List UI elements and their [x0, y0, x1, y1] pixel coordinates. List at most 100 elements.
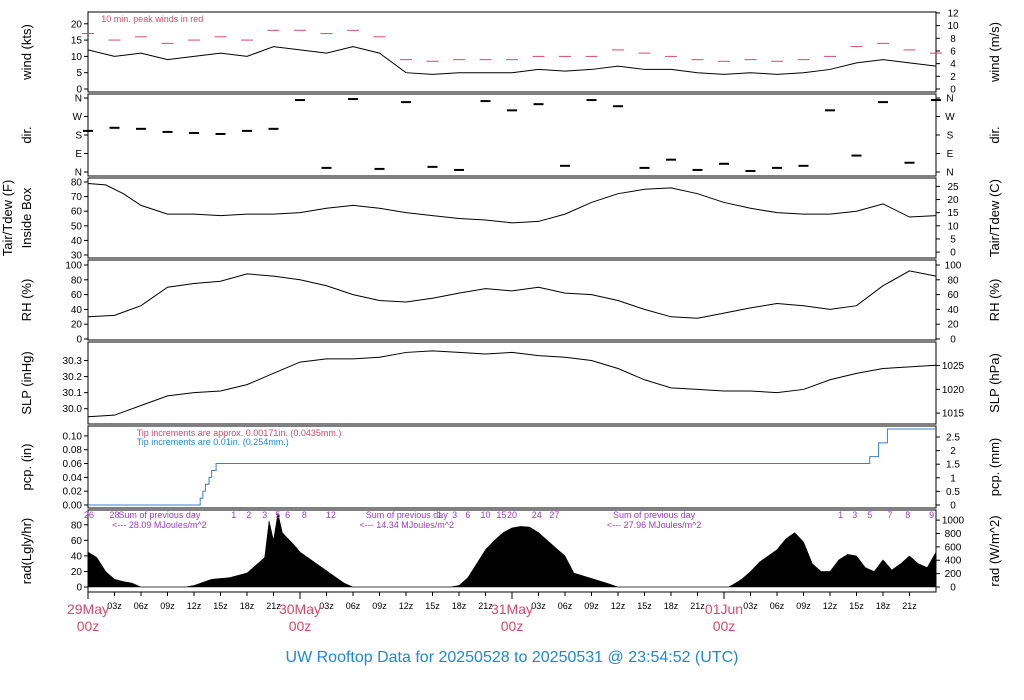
rad-right-tick-label: 800 — [945, 529, 962, 540]
wind-right-axis-label: wind (m/s) — [987, 22, 1002, 83]
rad-right-tick-label: 0 — [950, 583, 956, 594]
time-tick-label: 18z — [876, 601, 891, 611]
rh-frame — [87, 259, 937, 341]
wind-frame — [87, 11, 937, 93]
wind-annotation: 10 min. peak winds in red — [101, 14, 203, 24]
day-tick-label: 01Jun — [705, 601, 743, 617]
pcp-left-tick-label: 0.04 — [63, 473, 83, 484]
wind-left-tick-label: 15 — [71, 36, 83, 47]
rad-tip-count: 5 — [867, 510, 872, 520]
time-tick-label: 18z — [664, 601, 679, 611]
rh-left-tick-label: 0 — [76, 335, 82, 346]
rad-tip-count: 8 — [905, 510, 910, 520]
slp-right-tick-label: 1020 — [942, 385, 965, 396]
slp-right-axis-label: SLP (hPa) — [987, 353, 1002, 413]
rad-right-axis-label: rad (W/m^2) — [987, 515, 1002, 586]
temperature-right-tick-label: 5 — [950, 234, 956, 245]
rad-daily-sum-caption: Sum of previous day — [613, 510, 696, 520]
rh-left-tick-label: 60 — [71, 290, 83, 301]
pcp-annotation-new: Tip increments are 0.01in. (0.254mm.) — [137, 437, 289, 447]
rad-tip-count: 1 — [838, 510, 843, 520]
rh-right-tick-label: 40 — [947, 305, 959, 316]
pcp-line — [88, 428, 936, 506]
rad-right-tick-label: 200 — [945, 569, 962, 580]
rad-left-tick-label: 20 — [71, 567, 83, 578]
rad-tip-count: 28 — [109, 510, 119, 520]
dir-left-tick-label: N — [75, 168, 82, 179]
time-tick-label: 15z — [849, 601, 864, 611]
day-tick-label: 30May — [279, 601, 321, 617]
dir-left-tick-label: W — [73, 112, 83, 123]
rad-tip-count: 3 — [452, 510, 457, 520]
day-tick-label: 31May — [491, 601, 533, 617]
rad-tip-count: 20 — [507, 510, 517, 520]
rh-left-axis-label: RH (%) — [19, 279, 34, 322]
rad-left-tick-label: 80 — [71, 520, 83, 531]
rh-right-axis-label: RH (%) — [987, 279, 1002, 322]
rh-right-tick-label: 0 — [950, 335, 956, 346]
pcp-right-tick-label: 0.5 — [946, 487, 960, 498]
rad-left-tick-label: 40 — [71, 551, 83, 562]
dir-right-tick-label: S — [947, 131, 954, 142]
rh-left-tick-label: 20 — [71, 320, 83, 331]
slp-frame — [87, 341, 937, 425]
dir-right-tick-label: N — [946, 94, 953, 105]
wind-right-tick-label: 6 — [950, 46, 956, 57]
pcp-right-tick-label: 0 — [950, 501, 956, 512]
rh-right-tick-label: 100 — [945, 261, 962, 272]
rad-tip-count: 9 — [929, 510, 934, 520]
time-tick-label: 09z — [584, 601, 599, 611]
dir-right-tick-label: W — [945, 112, 955, 123]
rad-right-tick-label: 600 — [945, 542, 962, 553]
rad-left-tick-label: 0 — [76, 583, 82, 594]
time-tick-label: 12z — [611, 601, 626, 611]
slp-right-tick-label: 1025 — [942, 361, 965, 372]
time-tick-label: 03z — [107, 601, 122, 611]
day-tick-label: 29May — [67, 601, 109, 617]
wind-right-tick-label: 8 — [950, 34, 956, 45]
time-tick-label: 21z — [690, 601, 705, 611]
dir-left-tick-label: N — [75, 94, 82, 105]
day-tick-hour-label: 00z — [289, 618, 312, 634]
rad-tip-count: 7 — [888, 510, 893, 520]
pcp-left-tick-label: 0.00 — [63, 501, 83, 512]
time-tick-label: 18z — [240, 601, 255, 611]
wind-left-axis-label: wind (kts) — [19, 24, 34, 81]
time-tick-label: 06z — [134, 601, 149, 611]
pcp-annotation-old: Tip increments are approx. 0.00171in. (0… — [137, 428, 342, 438]
time-tick-label: 15z — [425, 601, 440, 611]
rad-tip-count: 2 — [246, 510, 251, 520]
wind-right-tick-label: 4 — [950, 59, 956, 70]
temperature-line — [87, 182, 937, 224]
rad-area — [87, 513, 937, 588]
slp-right-tick-label: 1015 — [942, 409, 965, 420]
rh-left-tick-label: 100 — [65, 261, 82, 272]
rh-left-tick-label: 40 — [71, 305, 83, 316]
dir-right-tick-label: E — [947, 149, 954, 160]
wind-left-tick-label: 5 — [76, 68, 82, 79]
pcp-right-axis-label: pcp. (mm) — [987, 438, 1002, 497]
pcp-left-tick-label: 0.10 — [63, 431, 83, 442]
rad-tip-count: 3 — [852, 510, 857, 520]
rad-tip-count: 15 — [496, 510, 506, 520]
rad-daily-sum-caption: Sum of previous day — [366, 510, 449, 520]
rad-tip-count: 8 — [302, 510, 307, 520]
temperature-left-tick-label: 80 — [71, 178, 83, 189]
rh-left-tick-label: 80 — [71, 275, 83, 286]
time-tick-label: 21z — [266, 601, 281, 611]
rad-right-tick-label: 400 — [945, 556, 962, 567]
rh-right-tick-label: 60 — [947, 290, 959, 301]
pcp-left-tick-label: 0.08 — [63, 445, 83, 456]
rh-right-tick-label: 20 — [947, 320, 959, 331]
time-tick-label: 18z — [452, 601, 467, 611]
pcp-right-tick-label: 1.5 — [946, 460, 960, 471]
pcp-left-axis-label: pcp. (in) — [19, 444, 34, 491]
slp-left-axis-label: SLP (inHg) — [19, 351, 34, 414]
rad-tip-count: 1 — [231, 510, 236, 520]
wind-right-tick-label: 12 — [947, 8, 959, 19]
rad-tip-count: 27 — [549, 510, 559, 520]
rad-daily-sum-value: <--- 14.34 MJoules/m^2 — [359, 520, 454, 530]
pcp-right-tick-label: 2.5 — [946, 432, 960, 443]
chart-title: UW Rooftop Data for 20250528 to 20250531… — [285, 649, 739, 666]
